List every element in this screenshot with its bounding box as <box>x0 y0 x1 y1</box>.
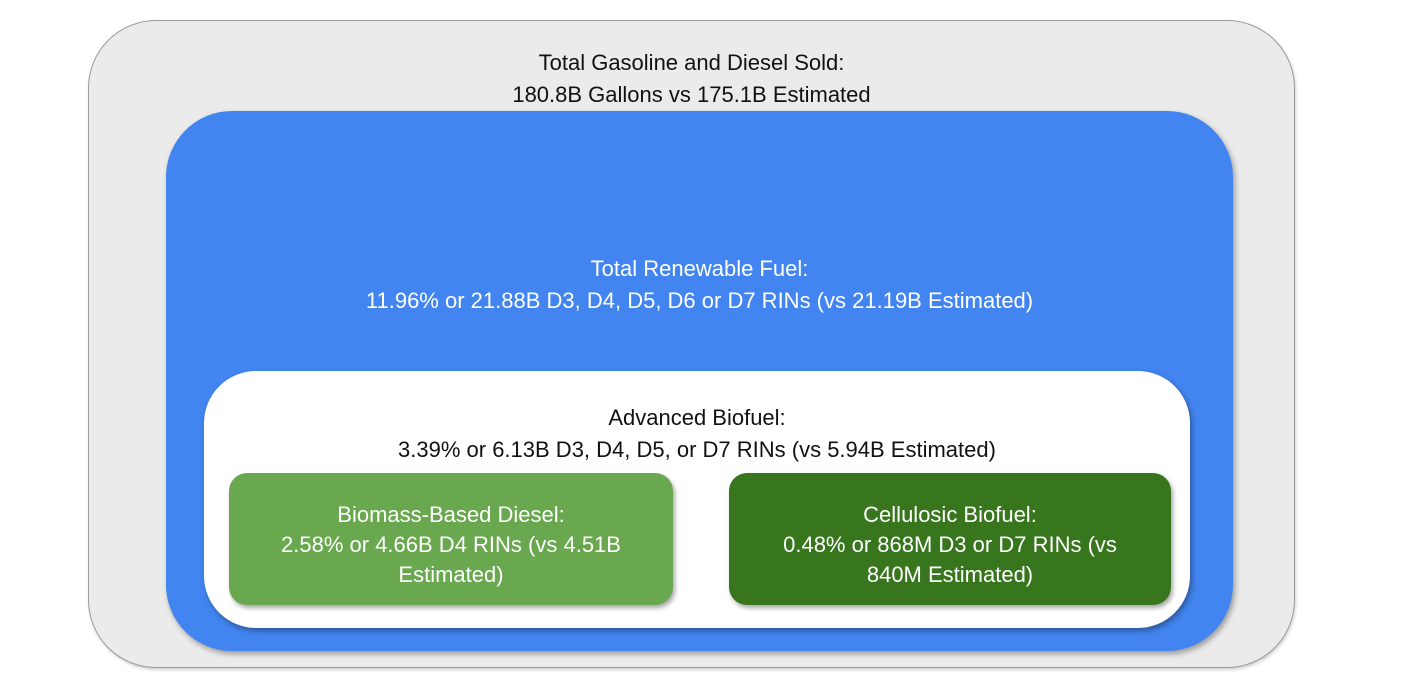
biomass-based-diesel-box: Biomass-Based Diesel: 2.58% or 4.66B D4 … <box>229 473 673 605</box>
cellulosic-biofuel-title: Cellulosic Biofuel: <box>863 502 1037 527</box>
advanced-biofuel-label: Advanced Biofuel: 3.39% or 6.13B D3, D4,… <box>204 371 1190 466</box>
cellulosic-biofuel-subtitle: 0.48% or 868M D3 or D7 RINs (vs 840M Est… <box>783 532 1117 587</box>
cellulosic-biofuel-box: Cellulosic Biofuel: 0.48% or 868M D3 or … <box>729 473 1171 605</box>
biomass-based-diesel-subtitle: 2.58% or 4.66B D4 RINs (vs 4.51B Estimat… <box>281 532 621 587</box>
total-renewable-fuel-box: Total Renewable Fuel: 11.96% or 21.88B D… <box>166 111 1233 651</box>
biomass-based-diesel-title: Biomass-Based Diesel: <box>337 502 565 527</box>
cellulosic-biofuel-label: Cellulosic Biofuel: 0.48% or 868M D3 or … <box>759 500 1141 590</box>
total-gasoline-diesel-title: Total Gasoline and Diesel Sold: <box>538 50 845 75</box>
total-gasoline-diesel-box: Total Gasoline and Diesel Sold: 180.8B G… <box>88 20 1295 668</box>
advanced-biofuel-title: Advanced Biofuel: <box>608 405 786 430</box>
total-gasoline-diesel-label: Total Gasoline and Diesel Sold: 180.8B G… <box>89 21 1294 111</box>
total-renewable-fuel-label: Total Renewable Fuel: 11.96% or 21.88B D… <box>166 111 1233 317</box>
biomass-based-diesel-label: Biomass-Based Diesel: 2.58% or 4.66B D4 … <box>259 500 643 590</box>
total-renewable-fuel-subtitle: 11.96% or 21.88B D3, D4, D5, D6 or D7 RI… <box>365 288 1034 313</box>
advanced-biofuel-box: Advanced Biofuel: 3.39% or 6.13B D3, D4,… <box>204 371 1190 628</box>
advanced-biofuel-subtitle: 3.39% or 6.13B D3, D4, D5, or D7 RINs (v… <box>398 437 996 462</box>
total-gasoline-diesel-subtitle: 180.8B Gallons vs 175.1B Estimated <box>512 82 871 107</box>
total-renewable-fuel-title: Total Renewable Fuel: <box>590 256 809 281</box>
